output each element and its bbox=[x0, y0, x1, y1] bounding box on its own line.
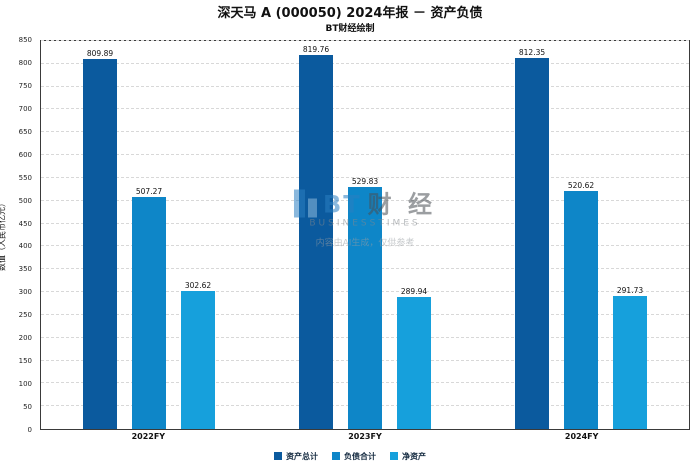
bar bbox=[397, 296, 431, 429]
legend-item: 资产总计 bbox=[274, 451, 318, 462]
bar-group: 812.35 520.62 291.73 bbox=[473, 41, 689, 429]
legend: 资产总计 负债合计 净资产 bbox=[0, 449, 700, 463]
y-tick-label: 850 bbox=[18, 36, 32, 44]
gridline bbox=[41, 176, 689, 178]
bar-unit: 520.62 bbox=[564, 41, 598, 429]
bar-value-label: 302.62 bbox=[184, 280, 212, 290]
chart-subtitle: BT财经绘制 bbox=[325, 24, 375, 34]
bar bbox=[515, 58, 549, 429]
bar bbox=[348, 187, 382, 429]
y-tick-label: 150 bbox=[18, 357, 32, 366]
gridline bbox=[41, 131, 689, 133]
y-tick-label: 300 bbox=[18, 288, 32, 297]
bar-unit: 302.62 bbox=[181, 41, 215, 429]
x-tick-label: 2024FY bbox=[564, 432, 599, 441]
legend-label: 净资产 bbox=[402, 451, 426, 461]
bar-value-label: 809.89 bbox=[86, 49, 114, 59]
y-tick-label: 200 bbox=[18, 334, 32, 343]
gridline bbox=[41, 40, 689, 41]
legend-swatch-icon bbox=[274, 452, 282, 460]
bar-unit: 529.83 bbox=[348, 41, 382, 429]
y-tick-label: 750 bbox=[18, 81, 32, 90]
x-tick-label: 2022FY bbox=[131, 432, 166, 441]
bar-group: 819.76 529.83 289.94 bbox=[257, 41, 473, 429]
legend-swatch-icon bbox=[390, 452, 398, 460]
bar-value-label: 507.27 bbox=[135, 187, 163, 197]
y-tick-label: 100 bbox=[18, 380, 32, 389]
bar-groups: 809.89 507.27 302.62 819.76 529.83 289.94 812.… bbox=[41, 41, 689, 429]
legend-item: 净资产 bbox=[390, 451, 426, 462]
bar-value-label: 819.76 bbox=[302, 44, 330, 54]
gridline bbox=[41, 108, 689, 110]
gridline bbox=[41, 154, 689, 156]
bar-unit: 809.89 bbox=[83, 41, 117, 429]
legend-item: 负债合计 bbox=[332, 451, 376, 462]
bar-value-label: 291.73 bbox=[616, 285, 644, 295]
plot-area: 809.89 507.27 302.62 819.76 529.83 289.94 812.… bbox=[40, 40, 690, 430]
bar-value-label: 812.35 bbox=[518, 48, 546, 58]
chart-area: 数值（人民币亿元） 0 50 100 150 200 250 300 350 400 450 500… bbox=[0, 36, 690, 434]
bar-unit: 812.35 bbox=[515, 41, 549, 429]
legend-label: 负债合计 bbox=[344, 451, 376, 461]
bar bbox=[181, 290, 215, 429]
legend-label: 资产总计 bbox=[286, 451, 318, 461]
chart-title: 深天马 A (000050) 2024年报 － 资产负债 bbox=[217, 6, 483, 21]
y-tick-label: 600 bbox=[18, 150, 32, 159]
y-tick-label: 650 bbox=[18, 127, 32, 136]
y-tick-label: 450 bbox=[18, 219, 32, 228]
x-axis: 2022FY 2023FY 2024FY bbox=[40, 432, 690, 445]
y-tick-label: 550 bbox=[18, 173, 32, 182]
bar-unit: 507.27 bbox=[132, 41, 166, 429]
bar bbox=[564, 191, 598, 429]
bar-unit: 291.73 bbox=[613, 41, 647, 429]
legend-swatch-icon bbox=[332, 452, 340, 460]
bar bbox=[132, 197, 166, 429]
bar-group: 809.89 507.27 302.62 bbox=[41, 41, 257, 429]
bar-unit: 289.94 bbox=[397, 41, 431, 429]
y-tick-label: 0 bbox=[27, 426, 32, 434]
y-tick-label: 800 bbox=[18, 58, 32, 67]
y-axis: 0 50 100 150 200 250 300 350 400 450 500 550 600 650 7… bbox=[10, 36, 36, 434]
bar bbox=[83, 59, 117, 429]
bar bbox=[299, 54, 333, 429]
gridline bbox=[41, 62, 689, 64]
gridline bbox=[41, 85, 689, 87]
y-tick-label: 50 bbox=[23, 403, 32, 412]
y-tick-label: 400 bbox=[18, 242, 32, 251]
x-tick-label: 2023FY bbox=[348, 432, 382, 441]
bar bbox=[613, 295, 647, 429]
y-tick-label: 250 bbox=[18, 311, 32, 320]
bar-unit: 819.76 bbox=[299, 41, 333, 429]
y-tick-label: 500 bbox=[18, 196, 32, 205]
y-axis-label: 数值（人民币亿元） bbox=[0, 199, 7, 271]
bar-value-label: 289.94 bbox=[400, 286, 428, 296]
bar-value-label: 529.83 bbox=[351, 177, 379, 187]
y-tick-label: 350 bbox=[18, 265, 32, 274]
bar-value-label: 520.62 bbox=[567, 181, 595, 191]
y-tick-label: 700 bbox=[18, 104, 32, 113]
